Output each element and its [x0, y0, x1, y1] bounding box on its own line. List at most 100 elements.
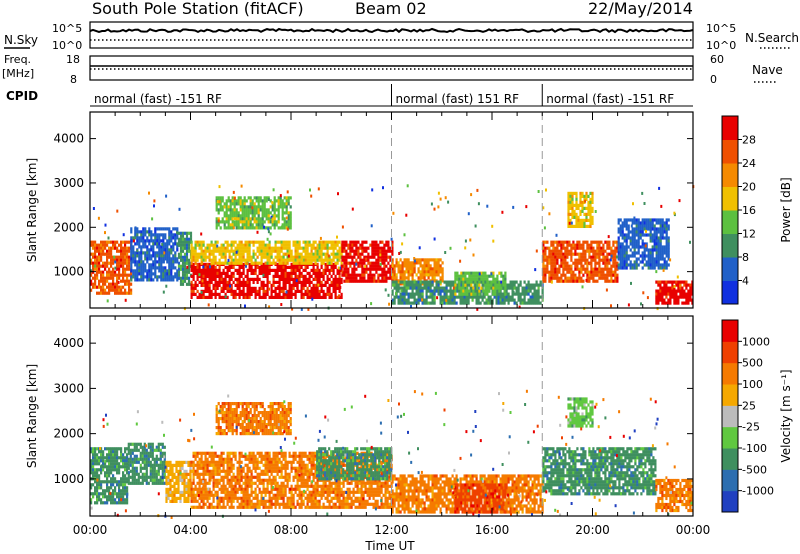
data-cell — [338, 240, 341, 244]
data-cell — [355, 279, 358, 283]
data-cell — [94, 462, 97, 466]
data-cell — [578, 255, 581, 259]
data-cell — [583, 194, 586, 198]
data-cell — [208, 243, 211, 247]
data-cell — [431, 270, 434, 274]
data-cell — [389, 255, 392, 259]
data-cell — [614, 246, 617, 250]
scatter-point — [588, 262, 591, 266]
data-cell — [256, 246, 259, 250]
data-cell — [465, 298, 468, 302]
data-cell — [351, 276, 354, 280]
data-cell — [128, 264, 131, 268]
data-cell — [122, 498, 125, 502]
data-cell — [617, 248, 620, 252]
data-cell — [288, 289, 291, 293]
data-cell — [574, 267, 577, 271]
data-cell — [463, 295, 466, 299]
data-cell — [478, 289, 481, 293]
data-cell — [232, 292, 235, 296]
data-cell — [441, 279, 444, 283]
data-cell — [254, 240, 257, 244]
data-cell — [223, 223, 226, 227]
data-cell — [341, 264, 344, 268]
data-cell — [488, 274, 491, 278]
data-cell — [162, 272, 165, 276]
data-cell — [338, 283, 341, 287]
data-cell — [517, 283, 520, 287]
data-cell — [250, 261, 253, 265]
data-cell — [533, 298, 536, 302]
data-cell — [546, 240, 549, 244]
data-cell — [492, 274, 495, 278]
scatter-point — [106, 299, 109, 303]
data-cell — [226, 246, 229, 250]
data-cell — [677, 289, 680, 293]
data-cell — [231, 217, 234, 221]
data-cell — [136, 242, 139, 246]
scatter-point — [382, 186, 384, 190]
data-cell — [663, 257, 666, 261]
data-cell — [146, 248, 149, 252]
data-cell — [206, 246, 209, 250]
data-cell — [569, 203, 572, 207]
data-cell — [286, 261, 289, 265]
data-cell — [294, 258, 297, 262]
data-cell — [122, 456, 125, 460]
data-cell — [667, 236, 670, 240]
data-cell — [631, 239, 634, 243]
data-cell — [256, 255, 259, 259]
data-cell — [116, 450, 119, 454]
data-cell — [120, 465, 123, 469]
data-cell — [326, 246, 329, 250]
data-cell — [260, 258, 263, 262]
data-cell — [509, 295, 512, 299]
data-cell — [625, 227, 628, 231]
data-cell — [116, 246, 119, 250]
data-cell — [248, 295, 251, 299]
data-cell — [255, 223, 258, 227]
data-cell — [395, 261, 398, 265]
data-cell — [290, 262, 293, 266]
data-cell — [254, 252, 257, 256]
data-cell — [445, 295, 448, 299]
data-cell — [292, 292, 295, 296]
data-cell — [156, 266, 159, 270]
data-cell — [257, 217, 260, 221]
data-cell — [427, 301, 430, 305]
data-cell — [608, 258, 611, 262]
scatter-point — [271, 201, 274, 205]
data-cell — [343, 243, 346, 247]
data-cell — [361, 243, 364, 247]
data-cell — [375, 264, 378, 268]
data-cell — [122, 246, 125, 250]
data-cell — [338, 268, 341, 272]
data-cell — [129, 469, 132, 473]
scatter-point — [403, 233, 406, 237]
data-cell — [568, 264, 571, 268]
data-cell — [126, 498, 129, 502]
data-cell — [270, 292, 273, 296]
data-cell — [222, 252, 225, 256]
data-cell — [494, 289, 497, 293]
data-cell — [310, 243, 313, 247]
data-cell — [633, 221, 636, 225]
data-cell — [523, 298, 526, 302]
data-cell — [214, 268, 217, 272]
data-cell — [433, 258, 436, 262]
data-cell — [92, 465, 95, 469]
data-cell — [285, 205, 288, 209]
data-cell — [507, 301, 510, 305]
data-cell — [568, 270, 571, 274]
data-cell — [525, 286, 528, 290]
data-cell — [437, 264, 440, 268]
data-cell — [258, 271, 261, 275]
data-cell — [584, 240, 587, 244]
data-cell — [533, 289, 536, 293]
data-cell — [645, 221, 648, 225]
data-cell — [140, 245, 143, 249]
data-cell — [120, 447, 123, 451]
data-cell — [371, 240, 374, 244]
data-cell — [306, 246, 309, 250]
data-cell — [214, 295, 217, 299]
